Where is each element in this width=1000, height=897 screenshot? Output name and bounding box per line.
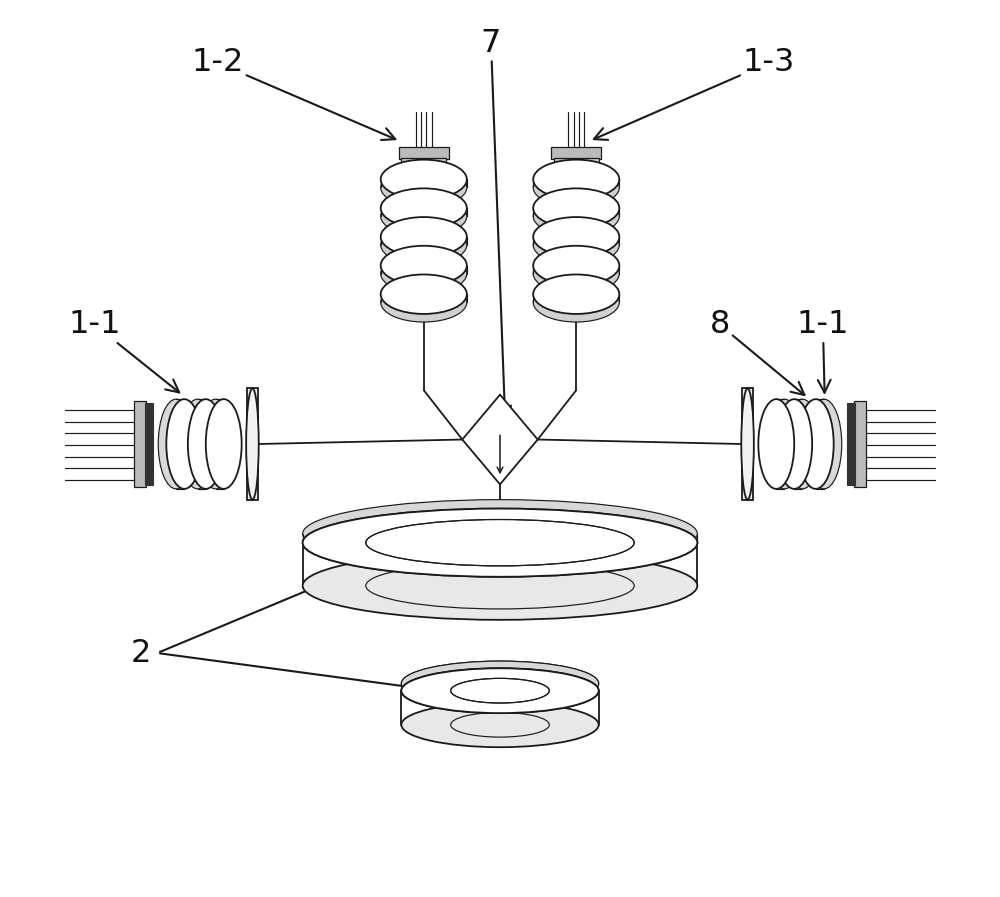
Bar (145, 403, 153, 485)
Bar (134, 401, 146, 487)
Ellipse shape (401, 702, 599, 747)
Bar (847, 403, 855, 485)
Ellipse shape (798, 399, 834, 489)
Text: 1-1: 1-1 (797, 309, 849, 393)
Bar (854, 401, 866, 487)
Ellipse shape (381, 274, 467, 314)
Ellipse shape (381, 160, 467, 199)
Ellipse shape (401, 668, 599, 713)
Ellipse shape (533, 168, 619, 207)
Ellipse shape (401, 661, 599, 706)
Ellipse shape (533, 246, 619, 285)
Polygon shape (462, 395, 538, 484)
Ellipse shape (381, 283, 467, 322)
Bar (247, 388, 258, 500)
Ellipse shape (303, 509, 697, 577)
Text: 8: 8 (710, 309, 804, 395)
Ellipse shape (533, 160, 619, 199)
Ellipse shape (533, 196, 619, 236)
Ellipse shape (533, 225, 619, 265)
Ellipse shape (741, 388, 754, 500)
Ellipse shape (806, 399, 842, 489)
Ellipse shape (303, 552, 697, 620)
Ellipse shape (246, 388, 259, 500)
Ellipse shape (158, 399, 194, 489)
Bar (551, 147, 601, 159)
Text: 1-1: 1-1 (68, 309, 179, 392)
Text: 1-2: 1-2 (191, 48, 395, 140)
Ellipse shape (776, 399, 812, 489)
Text: 1-3: 1-3 (594, 48, 795, 140)
Bar (554, 158, 599, 170)
Ellipse shape (198, 399, 234, 489)
Ellipse shape (180, 399, 216, 489)
Ellipse shape (766, 399, 802, 489)
Ellipse shape (401, 668, 599, 713)
Ellipse shape (206, 399, 242, 489)
Ellipse shape (381, 254, 467, 293)
Ellipse shape (188, 399, 224, 489)
Ellipse shape (784, 399, 820, 489)
Ellipse shape (381, 217, 467, 257)
Bar (401, 158, 446, 170)
Ellipse shape (303, 509, 697, 577)
Ellipse shape (533, 274, 619, 314)
Text: 2: 2 (131, 638, 151, 668)
Ellipse shape (533, 188, 619, 228)
Ellipse shape (758, 399, 794, 489)
Ellipse shape (381, 225, 467, 265)
Text: 7: 7 (481, 28, 511, 419)
Bar (399, 147, 449, 159)
Ellipse shape (381, 246, 467, 285)
Ellipse shape (303, 500, 697, 568)
Ellipse shape (381, 168, 467, 207)
Ellipse shape (381, 196, 467, 236)
Ellipse shape (533, 254, 619, 293)
Ellipse shape (381, 188, 467, 228)
Ellipse shape (533, 283, 619, 322)
Ellipse shape (533, 217, 619, 257)
Ellipse shape (166, 399, 202, 489)
Bar (742, 388, 753, 500)
Ellipse shape (401, 661, 599, 706)
